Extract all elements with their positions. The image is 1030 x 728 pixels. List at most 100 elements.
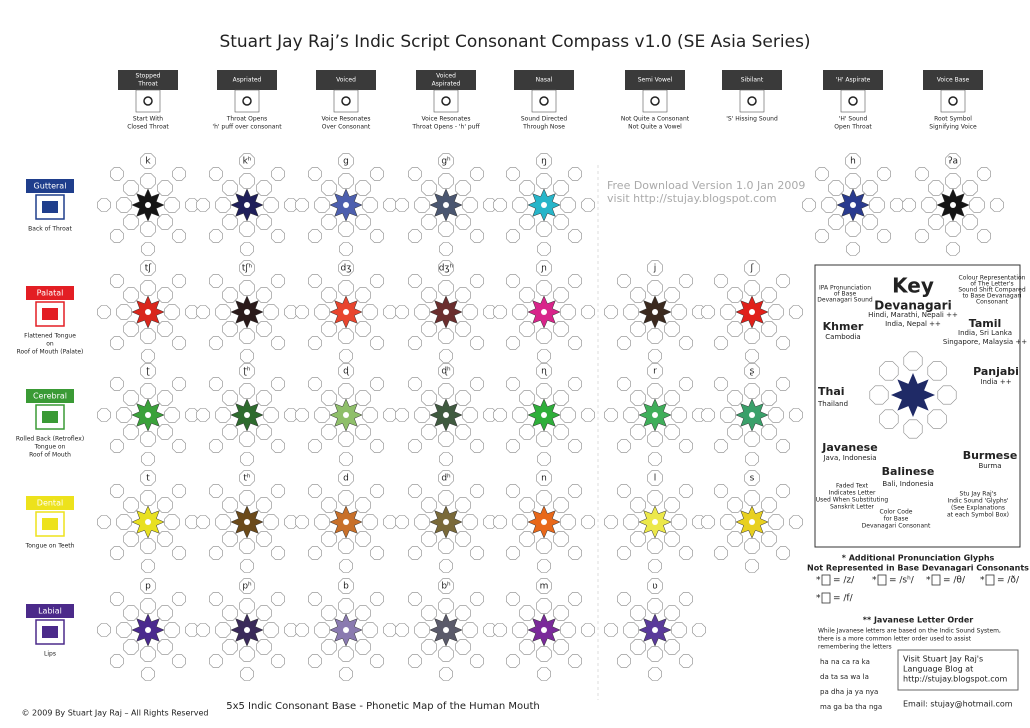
letter-slot [308,654,322,668]
glyph-letter [931,574,941,586]
column-description: Over Consonant [322,124,371,131]
letter-slot [338,646,354,662]
letter-slot [664,531,680,547]
key-title: Key [892,274,934,298]
letter-slot [362,514,378,530]
ipa-label: ɳ [541,367,547,377]
letter-slot [623,622,639,638]
letter-slot [222,497,238,513]
letter-slot [339,242,353,256]
letter-slot [116,622,132,638]
letter-slot [209,377,223,391]
letter-slot [370,439,384,453]
star-dot [343,309,349,315]
letter-slot [263,304,279,320]
ipa-label: h [850,157,856,167]
letter-slot [185,515,199,529]
letter-slot [256,497,272,513]
letter-slot [240,349,254,363]
letter-slot [679,439,693,453]
letter-slot [630,321,646,337]
letter-slot [263,407,279,423]
letter-slot [140,598,156,614]
letter-slot [647,431,663,447]
letter-slot [439,452,453,466]
letter-slot [727,531,743,547]
letter-slot [506,654,520,668]
letter-slot [568,274,582,288]
letter-slot [714,336,728,350]
letter-slot [271,484,285,498]
letter-slot [408,274,422,288]
letter-slot [630,497,646,513]
letter-slot [321,321,337,337]
letter-slot [383,198,397,212]
letter-slot [745,452,759,466]
letter-slot [512,304,528,320]
letter-slot [581,305,595,319]
letter-slot [648,667,662,681]
ipa-label: tʃʰ [242,264,253,274]
letter-slot [295,623,309,637]
column-label: Sibilant [741,77,764,84]
letter-slot [455,605,471,621]
letter-slot [692,623,706,637]
letter-slot [383,408,397,422]
letter-slot [395,408,409,422]
letter-slot [962,180,978,196]
letter-slot [209,484,223,498]
javanese-text: there is a more common letter order used… [818,636,972,643]
letter-slot [395,515,409,529]
ipa-slot [140,578,156,594]
letter-slot [157,390,173,406]
letter-slot [553,321,569,337]
letter-slot [172,654,186,668]
letter-slot [438,280,454,296]
letter-slot [239,431,255,447]
letter-slot [321,605,337,621]
row-description: Roof of Mouth (Palate) [17,349,84,356]
letter-slot [744,538,760,554]
letter-slot [647,490,663,506]
letter-slot [395,198,409,212]
letter-slot [196,623,210,637]
letter-slot [877,167,891,181]
row-icon [42,626,58,638]
glyph [441,96,451,106]
letter-slot [617,592,631,606]
letter-slot [141,452,155,466]
glyph-letter [985,574,995,586]
column-description: Voice Resonates [322,116,371,123]
watermark: Free Download Version 1.0 Jan 2009 [607,179,805,192]
letter-slot [648,452,662,466]
letter-slot [110,439,124,453]
letter-slot [123,287,139,303]
letter-slot [604,408,618,422]
letter-slot [647,383,663,399]
letter-slot [321,497,337,513]
letter-slot [271,546,285,560]
glyph-box [642,89,668,113]
letter-slot [946,242,960,256]
star-dot [443,309,449,315]
letter-slot [455,180,471,196]
letter-slot [256,424,272,440]
ipa-slot [647,578,663,594]
ipa-label: d [343,474,349,484]
letter-slot [408,167,422,181]
letter-slot [421,321,437,337]
letter-slot [414,407,430,423]
letter-slot [222,531,238,547]
letter-slot [383,305,397,319]
letter-slot [110,654,124,668]
key-burmese: Burmese [963,449,1018,462]
letter-slot [506,336,520,350]
glyph [848,96,858,106]
letter-slot [617,546,631,560]
letter-slot [239,280,255,296]
key-slot [937,385,957,405]
letter-slot [140,280,156,296]
star-dot [244,627,250,633]
letter-slot [321,531,337,547]
star-dot [850,202,856,208]
